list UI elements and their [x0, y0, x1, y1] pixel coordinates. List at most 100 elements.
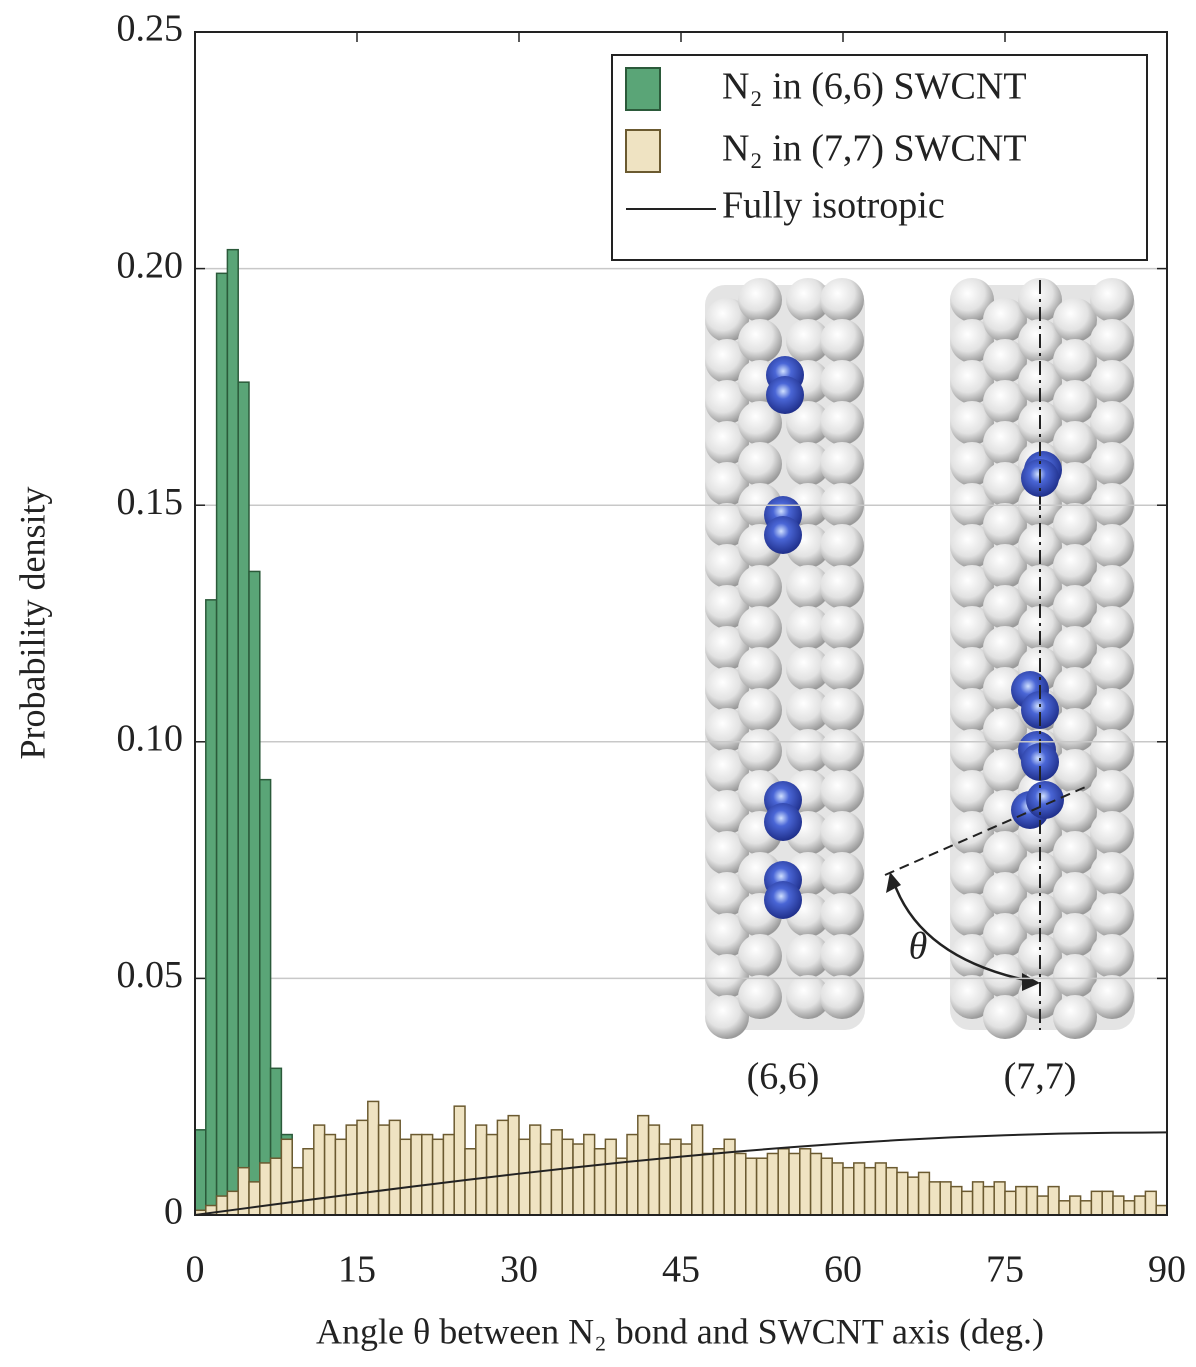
histogram-bar: [335, 1139, 346, 1215]
carbon-atom: [1090, 647, 1134, 691]
histogram-bar: [832, 1163, 843, 1215]
chart: Angle θ between N₂ bond and SWCNT axis (…: [0, 0, 1196, 1367]
histogram-bar: [929, 1182, 940, 1215]
histogram-bar: [649, 1125, 660, 1215]
histogram-bar: [476, 1125, 487, 1215]
carbon-atom: [820, 401, 864, 445]
histogram-bar: [983, 1187, 994, 1215]
histogram-bar: [724, 1139, 735, 1215]
carbon-atom: [820, 770, 864, 814]
histogram-bar: [487, 1135, 498, 1215]
nitrogen-atom: [766, 376, 804, 414]
y-tick-label: 0.05: [117, 954, 184, 996]
carbon-atom: [820, 852, 864, 896]
carbon-atom: [1053, 913, 1097, 957]
angle-label: θ: [909, 926, 928, 968]
histogram-bar: [746, 1158, 757, 1215]
carbon-atom: [1053, 831, 1097, 875]
histogram-bar: [573, 1144, 584, 1215]
carbon-atom: [738, 975, 782, 1019]
carbon-atom: [1090, 729, 1134, 773]
histogram-bar: [519, 1139, 530, 1215]
histogram-bar: [249, 1182, 260, 1215]
carbon-atom: [1090, 934, 1134, 978]
histogram-bar: [1124, 1201, 1135, 1215]
histogram-bar: [584, 1135, 595, 1215]
inset-label: (7,7): [1004, 1056, 1077, 1098]
carbon-atom: [738, 688, 782, 732]
carbon-atom: [820, 565, 864, 609]
histogram-bar: [1113, 1196, 1124, 1215]
carbon-atom: [1053, 544, 1097, 588]
carbon-atom: [1053, 667, 1097, 711]
carbon-atom: [1090, 360, 1134, 404]
histogram-bar: [260, 780, 271, 1215]
histogram-bar: [811, 1153, 822, 1215]
carbon-atom: [820, 319, 864, 363]
histogram-bar: [1016, 1187, 1027, 1215]
carbon-atom: [1053, 298, 1097, 342]
carbon-atom: [1090, 688, 1134, 732]
y-tick-label: 0.10: [117, 718, 184, 760]
histogram-bar: [1005, 1191, 1016, 1215]
histogram-bar: [994, 1182, 1005, 1215]
carbon-atom: [1090, 770, 1134, 814]
histogram-bar: [1091, 1191, 1102, 1215]
histogram-bar: [314, 1125, 325, 1215]
x-tick-label: 75: [986, 1249, 1024, 1291]
histogram-bar: [821, 1158, 832, 1215]
carbon-atom: [1053, 872, 1097, 916]
histogram-bar: [260, 1163, 271, 1215]
histogram-bar: [767, 1153, 778, 1215]
histogram-bar: [249, 571, 260, 1215]
histogram-bar: [605, 1139, 616, 1215]
y-tick-label: 0: [164, 1191, 183, 1233]
histogram-bar: [1156, 1206, 1167, 1215]
histogram-bar: [530, 1125, 541, 1215]
carbon-atom: [820, 442, 864, 486]
histogram-bar: [357, 1120, 368, 1215]
carbon-atom: [738, 647, 782, 691]
nitrogen-atom: [764, 516, 802, 554]
x-tick-label: 90: [1148, 1249, 1186, 1291]
carbon-atom: [820, 278, 864, 322]
histogram-bar: [1048, 1187, 1059, 1215]
histogram-bar: [303, 1149, 314, 1215]
x-tick-label: 30: [500, 1249, 538, 1291]
histogram-bar: [400, 1139, 411, 1215]
histogram-bar: [973, 1182, 984, 1215]
legend-label: N₂ in (6,6) SWCNT: [722, 66, 1027, 108]
histogram-bar: [757, 1158, 768, 1215]
histogram-bar: [508, 1116, 519, 1215]
histogram-bar: [541, 1144, 552, 1215]
histogram-bar: [206, 600, 217, 1215]
histogram-bar: [638, 1116, 649, 1215]
legend-swatch: [626, 68, 660, 110]
legend-label: Fully isotropic: [722, 185, 945, 227]
carbon-atom: [1053, 626, 1097, 670]
histogram-bar: [670, 1139, 681, 1215]
histogram-bar: [865, 1168, 876, 1215]
histogram-bar: [562, 1139, 573, 1215]
carbon-atom: [1090, 401, 1134, 445]
histogram-bar: [659, 1144, 670, 1215]
histogram-bar: [962, 1191, 973, 1215]
histogram-bar: [1070, 1196, 1081, 1215]
histogram-bar: [713, 1149, 724, 1215]
histogram-bar: [616, 1158, 627, 1215]
y-axis-label: Probability density: [12, 487, 52, 760]
carbon-atom: [820, 688, 864, 732]
histogram-bar: [908, 1177, 919, 1215]
carbon-atom: [820, 729, 864, 773]
histogram-bar: [681, 1144, 692, 1215]
histogram-bar: [217, 273, 228, 1215]
carbon-atom: [820, 360, 864, 404]
carbon-atom: [738, 278, 782, 322]
carbon-atom: [738, 729, 782, 773]
histogram-bar: [1037, 1196, 1048, 1215]
histogram-bar: [1027, 1187, 1038, 1215]
carbon-atom: [1053, 503, 1097, 547]
histogram-bar: [919, 1172, 930, 1215]
histogram-bar: [627, 1135, 638, 1215]
carbon-atom: [820, 647, 864, 691]
